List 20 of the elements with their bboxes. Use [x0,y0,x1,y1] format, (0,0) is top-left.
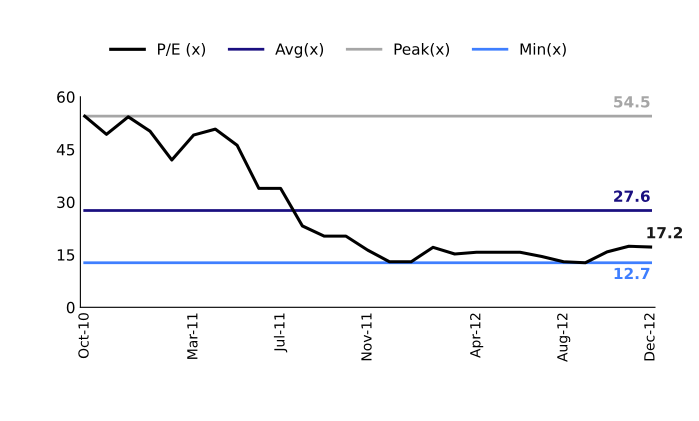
y-tick-label: 15 [58,249,74,261]
y-tick-label: 45 [56,144,74,156]
data-label: 27.6 [614,190,650,202]
legend-label: Peak(x) [394,43,450,57]
legend-label: P/E (x) [158,43,206,57]
data-label: 17.2 [647,226,682,238]
data-label: 54.5 [614,96,650,108]
x-tick-label: Oct-10 [78,313,89,358]
y-tick-label: 0 [66,302,75,314]
y-tick-label: 60 [57,91,75,103]
legend-label: Avg(x) [275,43,324,58]
x-tick-label: Apr-12 [470,314,484,358]
legend-label: Min(x) [520,43,566,57]
y-tick-label: 30 [57,196,75,208]
x-tick-label: Dec-12 [644,314,655,360]
x-tick-label: Jul-11 [274,313,288,352]
x-tick-label: Aug-12 [557,314,570,362]
data-label: 12.7 [614,268,650,280]
x-tick-label: Nov-11 [361,313,372,360]
x-tick-label: Mar-11 [187,313,198,359]
